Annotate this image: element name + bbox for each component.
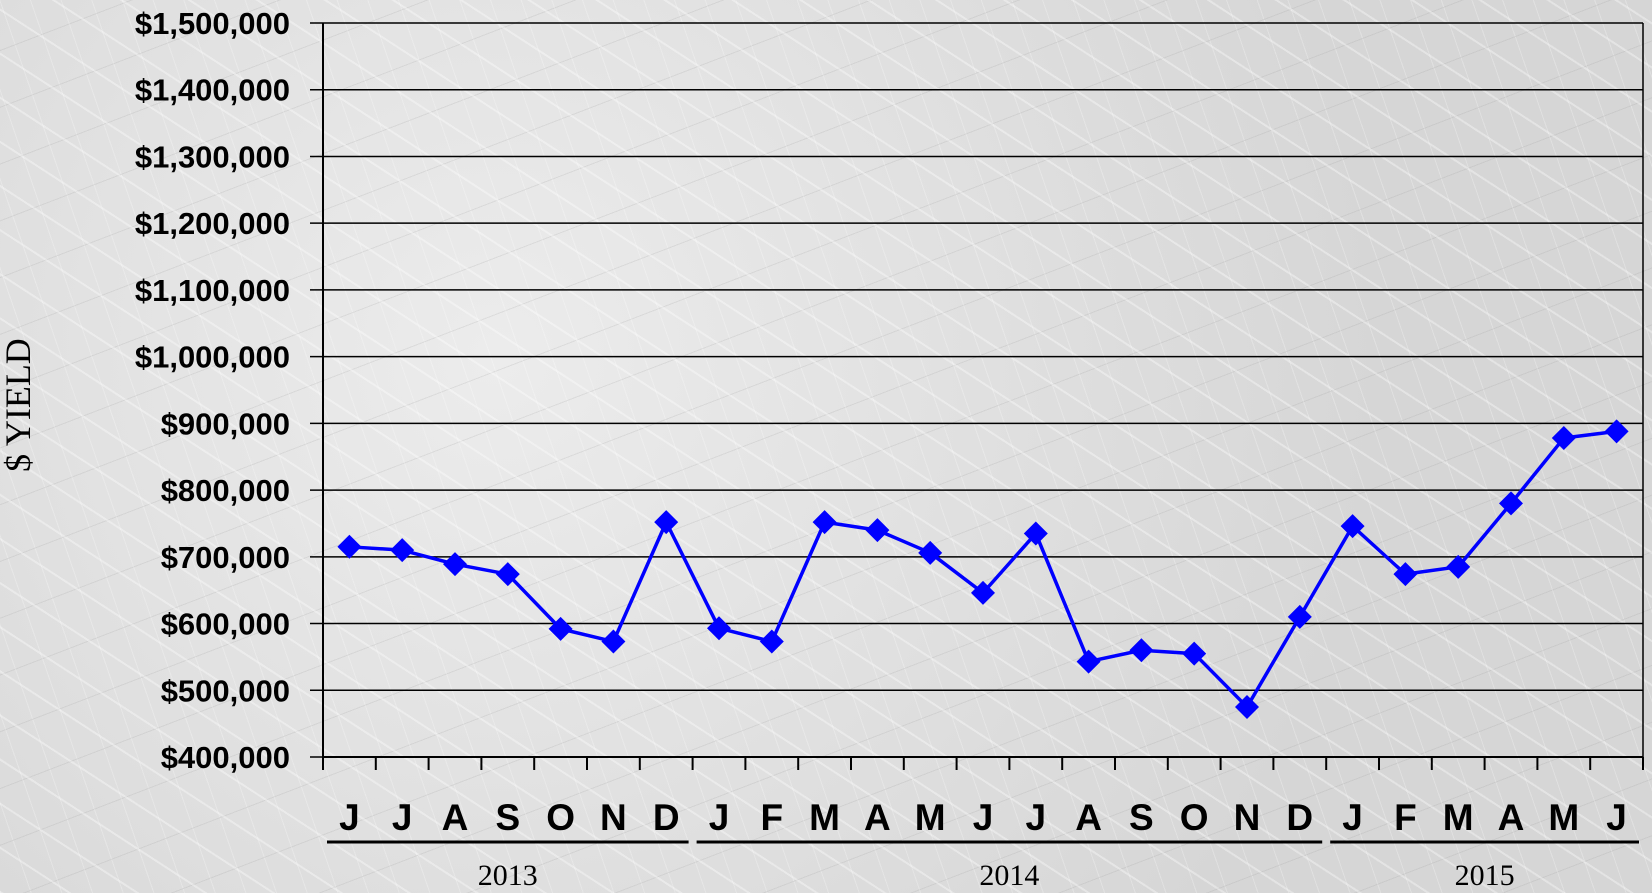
- y-tick-label: $800,000: [161, 473, 290, 508]
- y-tick-label: $400,000: [161, 740, 290, 775]
- y-tick-label: $1,400,000: [135, 73, 290, 108]
- data-point-marker: [337, 534, 362, 559]
- data-point-marker: [1076, 649, 1101, 674]
- y-tick-label: $1,100,000: [135, 273, 290, 308]
- data-point-marker: [1129, 638, 1154, 663]
- data-point-marker: [1499, 491, 1523, 516]
- x-tick-label: D: [653, 797, 680, 838]
- year-group-label: 2013: [478, 859, 538, 892]
- data-point-marker: [1182, 641, 1207, 666]
- y-tick-label: $1,200,000: [135, 206, 290, 241]
- x-tick-label: M: [1548, 797, 1579, 838]
- x-tick-label: A: [1498, 797, 1525, 838]
- data-point-marker: [1551, 426, 1576, 451]
- data-point-marker: [601, 629, 626, 654]
- year-group-label: 2015: [1455, 859, 1515, 892]
- y-tick-label: $1,000,000: [135, 340, 290, 375]
- x-tick-label: J: [1606, 797, 1627, 838]
- y-tick-label: $900,000: [161, 406, 290, 441]
- x-tick-label: J: [339, 797, 360, 838]
- x-tick-label: S: [495, 797, 520, 838]
- y-axis-label-text: $ YIELD: [0, 338, 38, 472]
- x-tick-label: J: [392, 797, 413, 838]
- x-tick-label: J: [1342, 797, 1363, 838]
- data-point-marker: [1023, 521, 1048, 546]
- x-tick-label: D: [1286, 797, 1313, 838]
- series-line: [349, 429, 1617, 709]
- data-point-marker: [1446, 554, 1471, 579]
- x-tick-label: N: [1234, 797, 1261, 838]
- y-tick-label: $1,300,000: [135, 139, 290, 174]
- data-point-marker: [707, 616, 731, 641]
- x-tick-label: S: [1129, 797, 1154, 838]
- x-tick-label: M: [1443, 797, 1474, 838]
- data-point-marker: [443, 552, 467, 577]
- y-tick-label: $600,000: [161, 607, 290, 642]
- x-tick-label: A: [1075, 797, 1102, 838]
- data-point-marker: [1340, 514, 1365, 539]
- x-tick-label: A: [864, 797, 891, 838]
- x-tick-label: F: [760, 797, 783, 838]
- data-point-marker: [1604, 419, 1629, 444]
- x-tick-label: O: [1180, 797, 1209, 838]
- x-tick-label: J: [1026, 797, 1047, 838]
- data-point-marker: [759, 629, 784, 654]
- x-tick-label: F: [1394, 797, 1417, 838]
- x-tick-label: A: [442, 797, 469, 838]
- year-group-label: 2014: [979, 859, 1039, 892]
- data-point-marker: [918, 540, 943, 565]
- y-tick-label: $700,000: [161, 540, 290, 575]
- data-point-marker: [865, 518, 890, 543]
- data-point-marker: [654, 510, 679, 535]
- x-tick-label: N: [600, 797, 627, 838]
- x-tick-label: J: [973, 797, 994, 838]
- data-point-marker: [1287, 604, 1312, 629]
- y-tick-label: $1,500,000: [135, 6, 290, 41]
- x-tick-label: J: [709, 797, 730, 838]
- data-point-marker: [1235, 694, 1259, 719]
- x-tick-label: O: [546, 797, 575, 838]
- x-tick-label: M: [915, 797, 946, 838]
- y-tick-label: $500,000: [161, 673, 290, 708]
- data-point-marker: [495, 562, 520, 587]
- data-point-marker: [390, 538, 415, 563]
- data-point-marker: [971, 580, 995, 605]
- data-point-marker: [812, 510, 837, 535]
- x-tick-label: M: [809, 797, 840, 838]
- data-point-marker: [548, 616, 573, 641]
- data-point-marker: [1393, 562, 1418, 587]
